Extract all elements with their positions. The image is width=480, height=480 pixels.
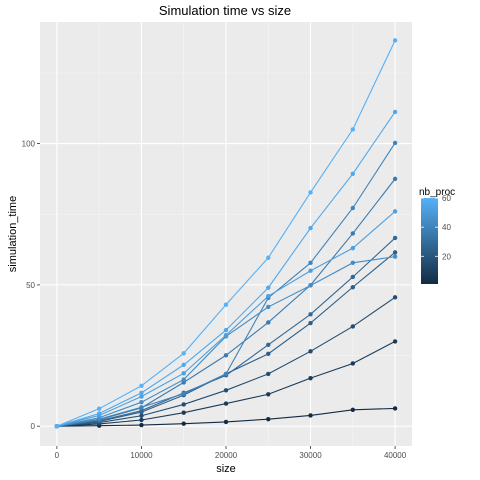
x-tick-label: 30000 <box>299 451 322 460</box>
data-point <box>350 260 356 266</box>
data-point <box>139 422 144 428</box>
data-point <box>266 320 271 325</box>
data-point <box>392 250 398 255</box>
data-point <box>139 417 144 423</box>
data-point <box>139 390 144 396</box>
data-point <box>308 190 313 195</box>
data-point <box>139 383 144 388</box>
data-point <box>350 324 356 329</box>
data-point <box>350 171 356 176</box>
data-point <box>181 362 186 368</box>
data-point <box>181 402 186 407</box>
data-point <box>350 274 356 280</box>
series-points <box>54 38 398 429</box>
data-point <box>308 268 313 273</box>
data-point <box>223 388 229 393</box>
data-point <box>54 424 60 429</box>
x-tick-label: 40000 <box>384 451 407 460</box>
data-point <box>223 371 229 377</box>
data-point <box>308 375 313 381</box>
data-point <box>308 312 313 317</box>
data-point <box>308 349 313 354</box>
data-point <box>181 421 186 426</box>
data-point <box>223 419 229 425</box>
data-point <box>392 254 398 259</box>
data-point <box>350 407 356 413</box>
y-tick-label: 100 <box>22 140 36 149</box>
data-point <box>223 302 229 307</box>
x-tick-label: 20000 <box>215 451 238 460</box>
data-point <box>392 209 398 214</box>
data-point <box>181 377 186 382</box>
data-point <box>308 260 313 266</box>
data-point <box>266 416 271 422</box>
data-point <box>181 351 186 356</box>
data-point <box>181 410 186 415</box>
data-point <box>350 361 356 366</box>
data-point <box>266 285 271 290</box>
data-point <box>223 327 229 333</box>
data-point <box>308 225 313 231</box>
data-point <box>266 293 271 299</box>
data-point <box>223 401 229 406</box>
data-point <box>392 235 398 241</box>
data-point <box>96 411 102 416</box>
x-tick-label: 0 <box>55 451 60 460</box>
y-tick-label: 0 <box>31 422 36 431</box>
data-point <box>392 176 398 182</box>
data-point <box>350 127 356 132</box>
legend-title: nb_proc <box>419 187 455 198</box>
data-point <box>266 392 271 397</box>
x-tick-label: 10000 <box>130 451 153 460</box>
legend-tick-label: 40 <box>442 223 451 232</box>
data-point <box>350 245 356 251</box>
data-point <box>139 399 144 405</box>
x-axis: 0 10000 20000 30000 40000 <box>55 446 407 460</box>
y-tick-label: 50 <box>26 281 35 290</box>
data-point <box>266 371 271 377</box>
data-point <box>181 391 186 396</box>
data-point <box>350 231 356 236</box>
data-point <box>308 283 313 288</box>
data-point <box>223 332 229 338</box>
data-point <box>139 394 144 399</box>
data-point <box>392 295 398 300</box>
data-point <box>392 406 398 411</box>
data-point <box>392 109 398 115</box>
data-point <box>139 413 144 418</box>
legend-colorbar <box>421 198 438 284</box>
legend: nb_proc 20 40 60 <box>419 187 455 284</box>
x-axis-title: size <box>216 463 236 475</box>
data-point <box>308 320 313 326</box>
data-point <box>350 205 356 211</box>
data-point <box>223 353 229 358</box>
data-point <box>266 342 271 348</box>
y-axis-title: simulation_time <box>7 196 19 272</box>
y-axis: 0 50 100 <box>22 140 40 431</box>
data-point <box>392 38 398 43</box>
data-point <box>392 339 398 344</box>
data-point <box>308 413 313 418</box>
data-point <box>181 371 186 376</box>
legend-tick-label: 20 <box>442 252 451 261</box>
data-point <box>139 405 144 410</box>
data-point <box>350 284 356 290</box>
data-point <box>96 406 102 411</box>
data-point <box>266 351 271 357</box>
data-point <box>266 304 271 310</box>
chart-title: Simulation time vs size <box>159 3 291 18</box>
data-point <box>266 255 271 260</box>
data-point <box>392 140 398 146</box>
legend-ticks: 20 40 60 <box>421 194 451 261</box>
legend-tick-label: 60 <box>442 194 451 203</box>
